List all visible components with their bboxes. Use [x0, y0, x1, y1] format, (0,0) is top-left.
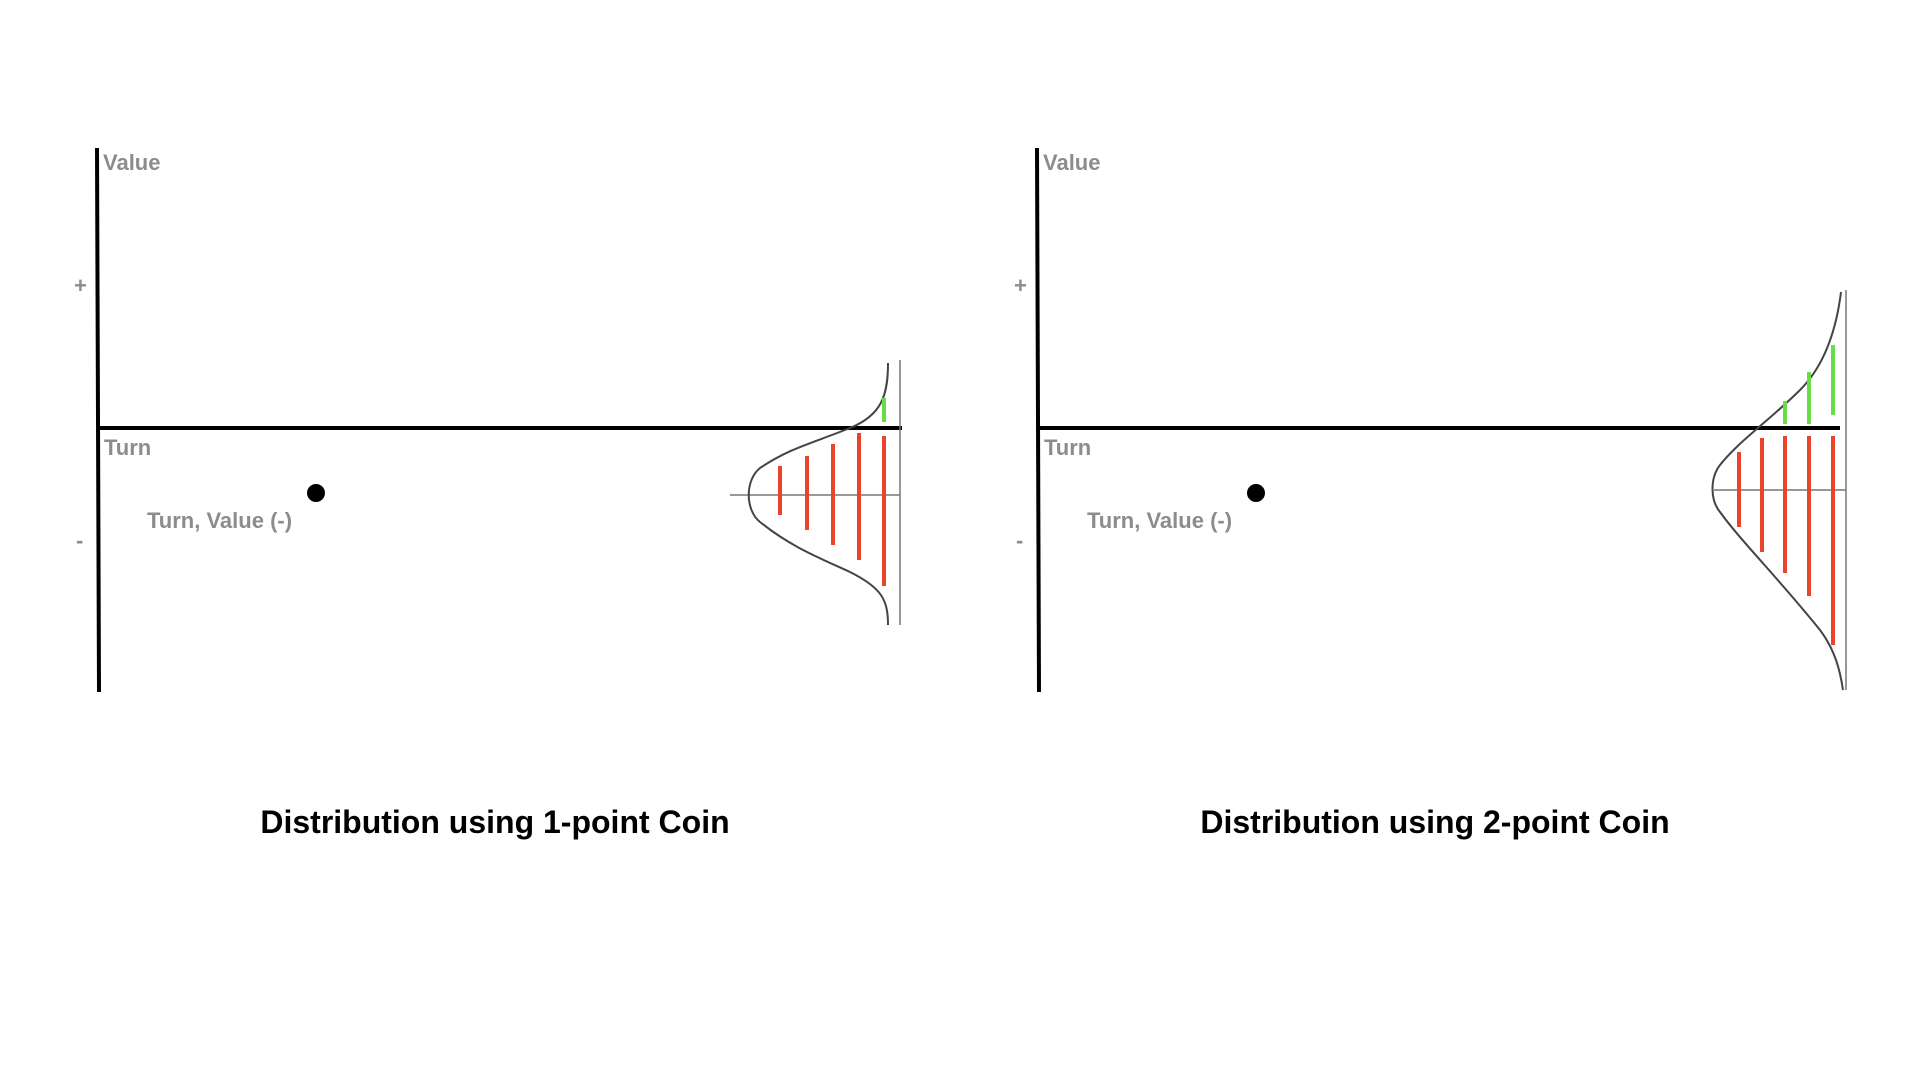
- plus-sign: +: [1014, 273, 1027, 298]
- data-point: [307, 484, 325, 502]
- y-axis: [1035, 147, 1041, 693]
- panel-caption: Distribution using 2-point Coin: [1200, 804, 1670, 840]
- panel-caption: Distribution using 1-point Coin: [260, 804, 730, 840]
- distribution-panel-2-point: Value Turn + - Turn, Value (-) Distribut…: [940, 0, 1900, 1080]
- distribution-curve: [747, 362, 889, 626]
- plus-sign: +: [74, 273, 87, 298]
- y-axis-label: Value: [103, 150, 160, 175]
- distribution-diagram-2-point: Value Turn + - Turn, Value (-): [1014, 147, 1847, 693]
- y-axis: [95, 147, 101, 693]
- x-axis-label: Turn: [1044, 435, 1091, 460]
- distribution-panel-1-point: Value Turn + - Turn, Value (-) Distribut…: [74, 147, 902, 840]
- minus-sign: -: [76, 528, 83, 553]
- distribution-curve: [1711, 291, 1844, 691]
- minus-sign: -: [1016, 528, 1023, 553]
- y-axis-label: Value: [1043, 150, 1100, 175]
- distribution-diagram-1-point: Value Turn + - Turn, Value (-): [74, 147, 902, 693]
- data-point-label: Turn, Value (-): [1087, 508, 1232, 533]
- data-point: [1247, 484, 1265, 502]
- x-axis-label: Turn: [104, 435, 151, 460]
- data-point-label: Turn, Value (-): [147, 508, 292, 533]
